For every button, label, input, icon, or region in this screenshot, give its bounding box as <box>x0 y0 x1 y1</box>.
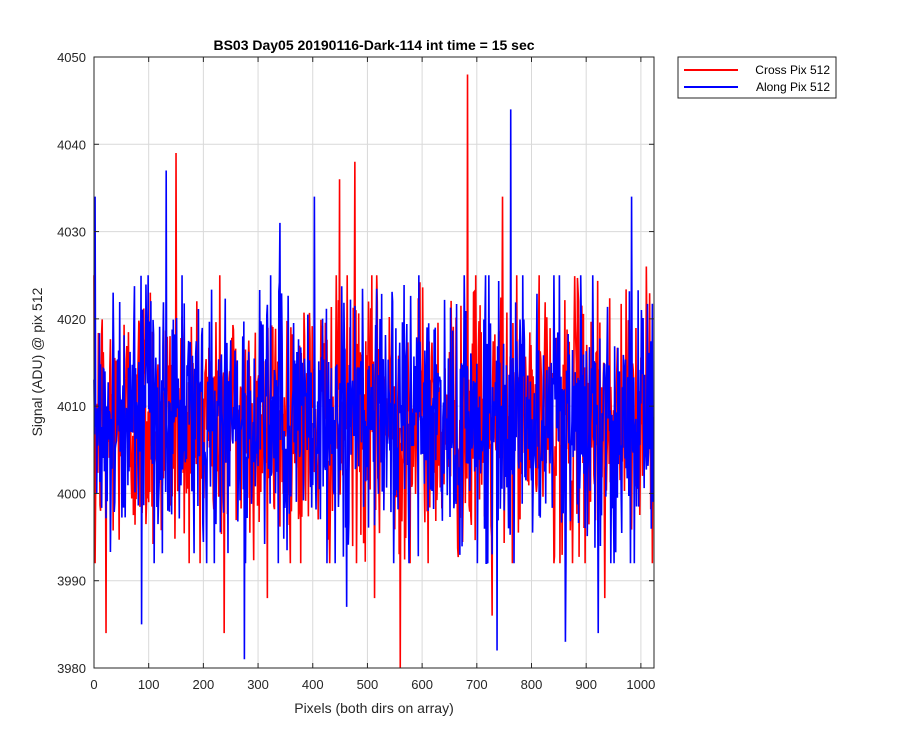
chart-title: BS03 Day05 20190116-Dark-114 int time = … <box>213 37 534 53</box>
x-tick-label: 100 <box>138 677 160 692</box>
legend: Cross Pix 512 Along Pix 512 <box>677 56 837 99</box>
x-tick-label: 700 <box>466 677 488 692</box>
y-tick-label: 3980 <box>57 661 86 676</box>
x-tick-label: 600 <box>411 677 433 692</box>
x-tick-label: 200 <box>193 677 215 692</box>
x-tick-label: 1000 <box>626 677 655 692</box>
series-layer <box>93 74 655 669</box>
y-tick-label: 3990 <box>57 574 86 589</box>
axis-ticks: 0 100 200 300 400 500 600 700 800 900 1000 3980 3990… <box>57 50 655 692</box>
x-tick-label: 0 <box>90 677 97 692</box>
axes-box <box>93 56 655 669</box>
legend-label-along: Along Pix 512 <box>756 80 830 94</box>
legend-label-cross: Cross Pix 512 <box>755 63 830 77</box>
y-tick-label: 4020 <box>57 312 86 327</box>
y-tick-label: 4040 <box>57 137 86 152</box>
legend-box <box>677 56 837 99</box>
x-tick-label: 500 <box>357 677 379 692</box>
x-tick-label: 300 <box>247 677 269 692</box>
y-tick-label: 4000 <box>57 486 86 501</box>
x-tick-label: 400 <box>302 677 324 692</box>
x-tick-label: 900 <box>575 677 597 692</box>
series-line-along-pix <box>93 109 655 660</box>
y-axis-title: Signal (ADU) @ pix 512 <box>29 287 45 436</box>
y-tick-label: 4010 <box>57 399 86 414</box>
x-tick-label: 800 <box>521 677 543 692</box>
y-tick-label: 4030 <box>57 225 86 240</box>
x-axis-title: Pixels (both dirs on array) <box>294 700 454 716</box>
y-tick-label: 4050 <box>57 50 86 65</box>
